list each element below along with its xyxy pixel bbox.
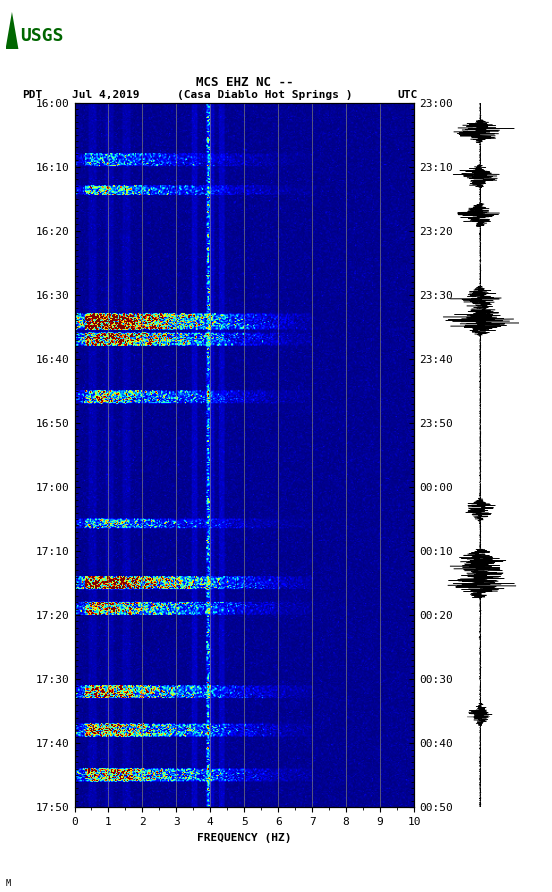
Text: Jul 4,2019: Jul 4,2019	[72, 90, 139, 100]
Text: UTC: UTC	[397, 90, 418, 100]
Text: (Casa Diablo Hot Springs ): (Casa Diablo Hot Springs )	[177, 90, 352, 100]
Polygon shape	[6, 12, 18, 49]
X-axis label: FREQUENCY (HZ): FREQUENCY (HZ)	[197, 832, 291, 843]
Text: MCS EHZ NC --: MCS EHZ NC --	[195, 76, 293, 89]
Text: USGS: USGS	[20, 28, 63, 45]
Text: M: M	[6, 879, 10, 888]
Text: PDT: PDT	[22, 90, 43, 100]
